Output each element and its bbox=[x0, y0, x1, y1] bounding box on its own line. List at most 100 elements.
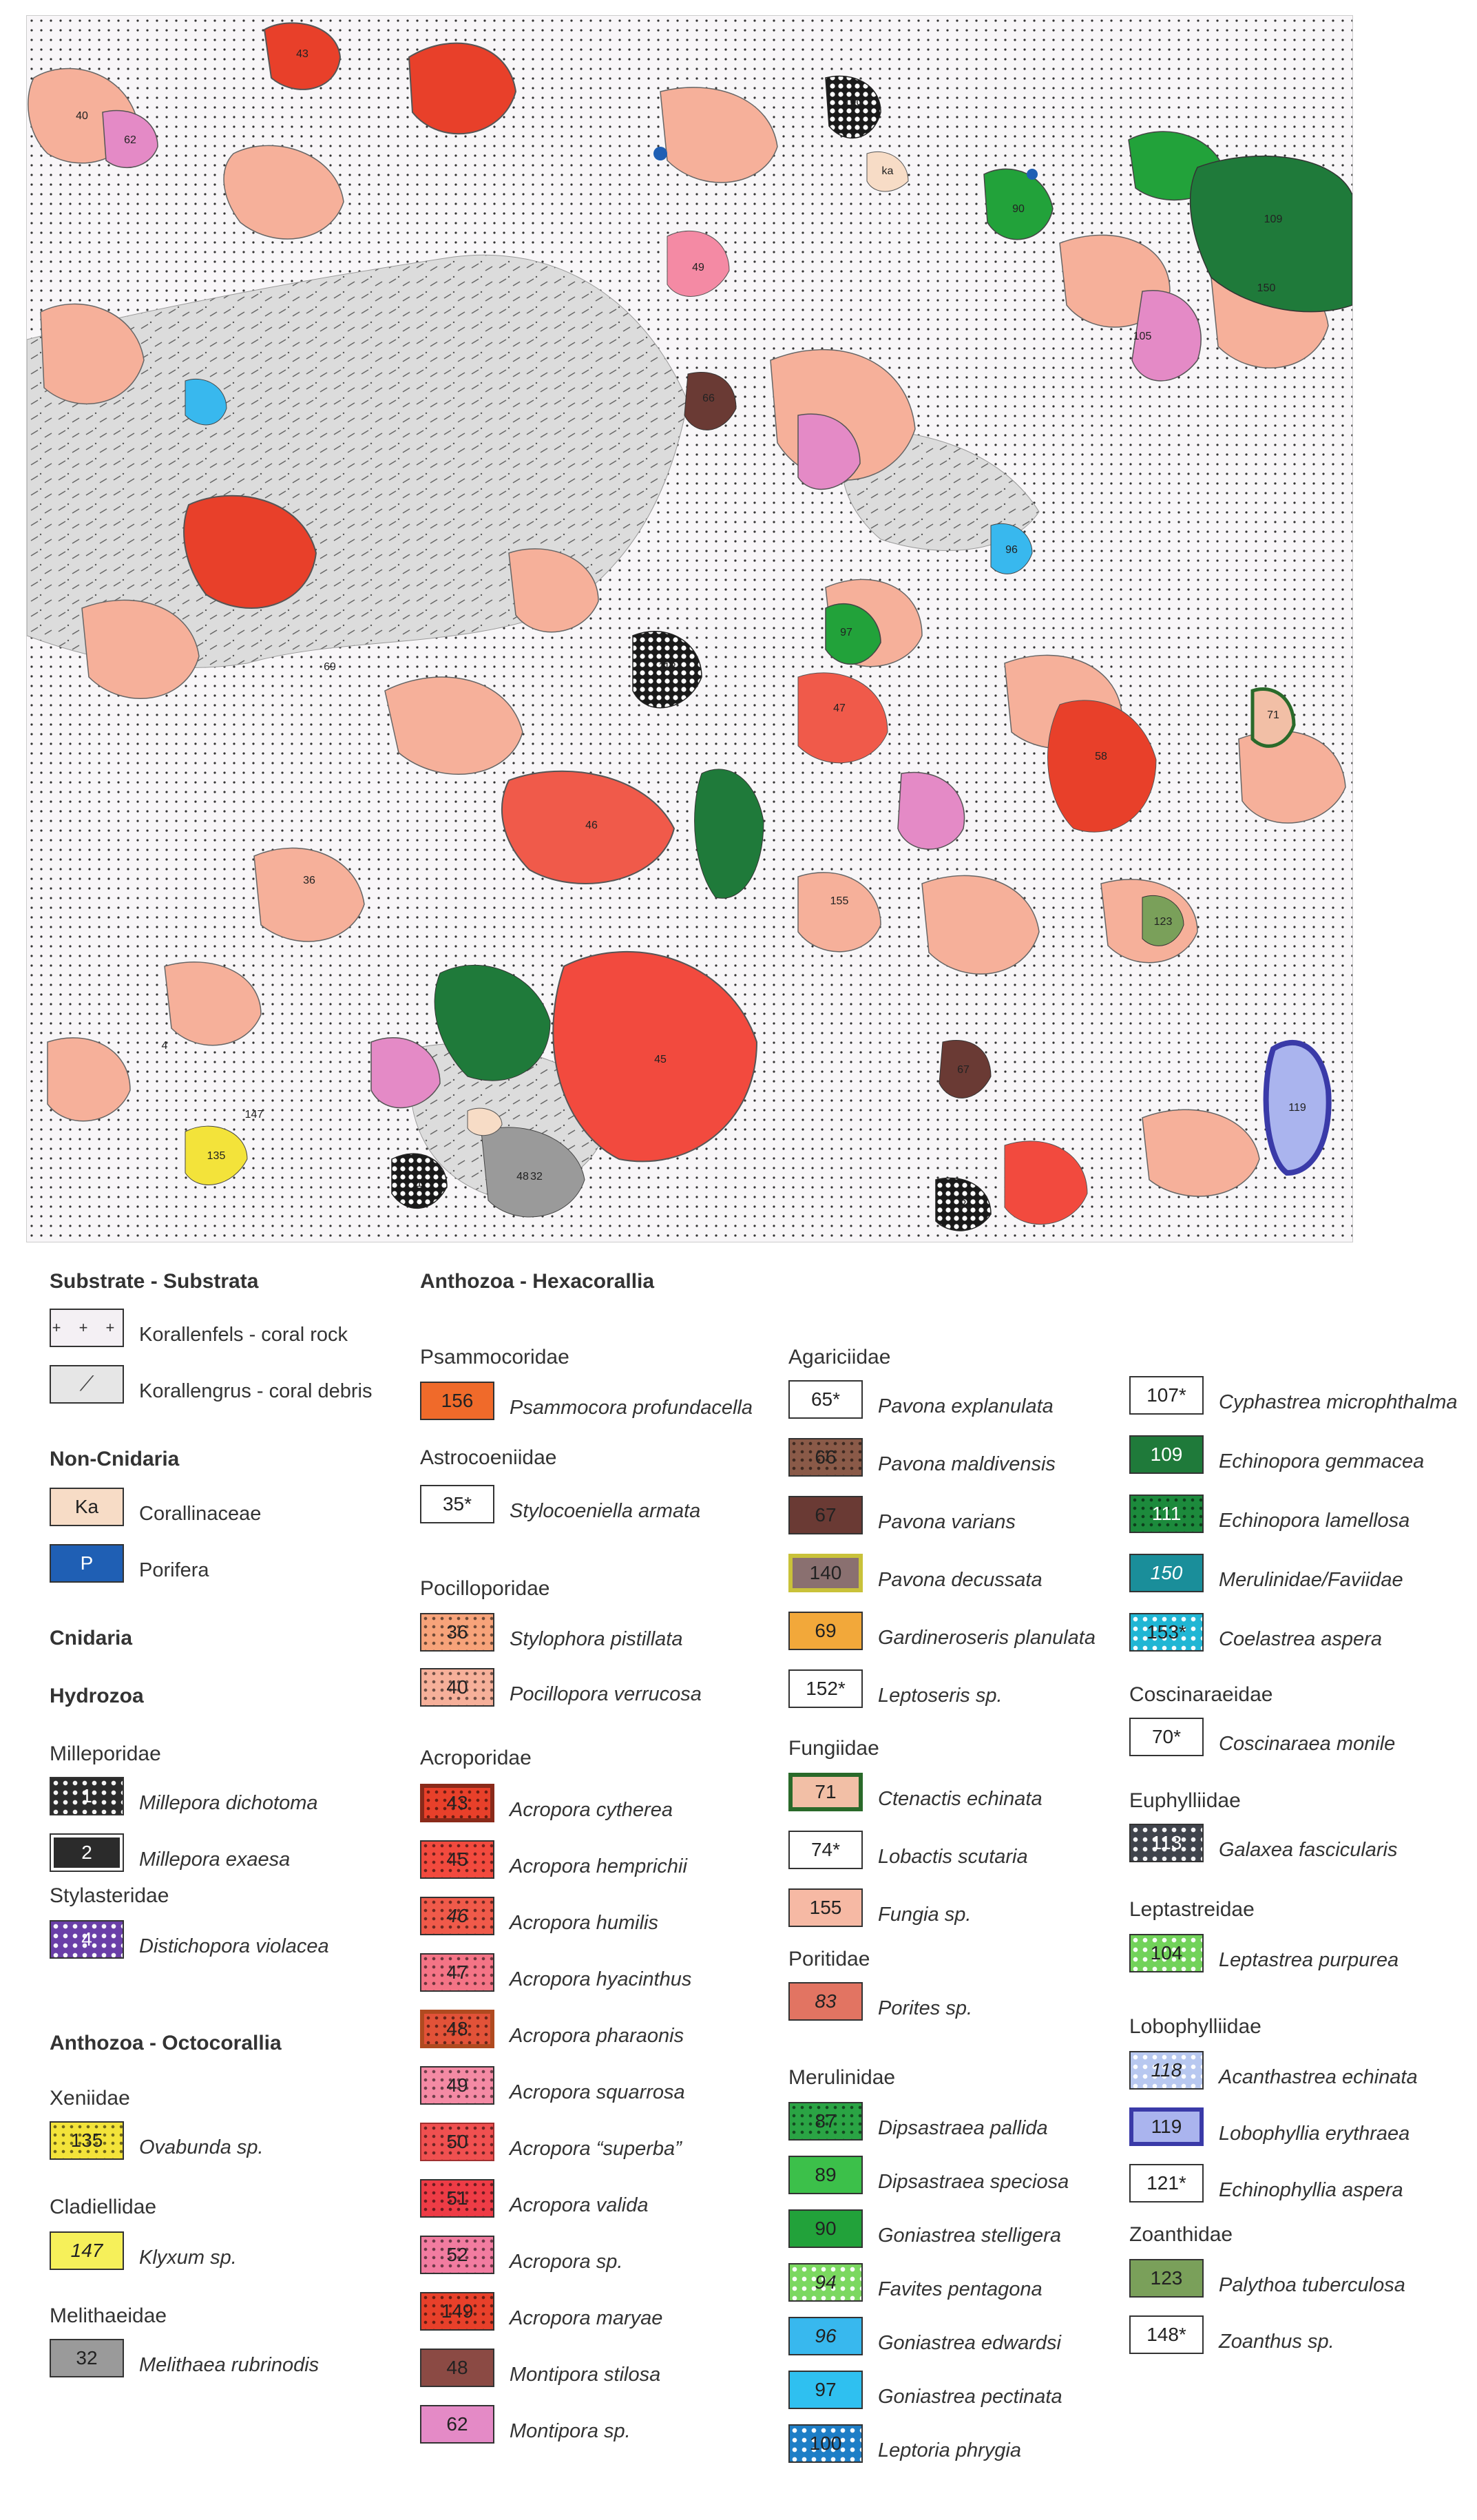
cnidaria-title: Cnidaria bbox=[50, 1627, 133, 1649]
family-label: Acroporidae bbox=[420, 1747, 532, 1769]
legend-swatch: P bbox=[50, 1544, 124, 1583]
family-label: Xeniidae bbox=[50, 2087, 130, 2110]
legend-label: Fungia sp. bbox=[878, 1904, 972, 1926]
family-label: Pocilloporidae bbox=[420, 1577, 550, 1600]
family-label: Astrocoeniidae bbox=[420, 1446, 557, 1469]
map-label: 147 bbox=[245, 1109, 264, 1121]
legend-label: Millepora dichotoma bbox=[139, 1792, 318, 1814]
noncnidaria-title: Non-Cnidaria bbox=[50, 1448, 180, 1470]
map-label: 109 bbox=[1264, 214, 1283, 225]
map-label: 45 bbox=[654, 1054, 667, 1065]
map-label: 49 bbox=[692, 262, 704, 273]
legend-label: Ctenactis echinata bbox=[878, 1788, 1043, 1810]
legend-label: Coelastrea aspera bbox=[1219, 1628, 1382, 1650]
legend-swatch: 69 bbox=[788, 1612, 863, 1650]
legend-swatch: 46 bbox=[420, 1897, 494, 1935]
legend-label: Millepora exaesa bbox=[139, 1849, 291, 1871]
legend-swatch: 104 bbox=[1129, 1934, 1204, 1972]
legend-swatch: 36 bbox=[420, 1613, 494, 1652]
legend-swatch: 149 bbox=[420, 2292, 494, 2331]
legend-swatch: 70* bbox=[1129, 1718, 1204, 1756]
map-label: 36 bbox=[303, 875, 315, 886]
map-label: 155 bbox=[830, 895, 849, 907]
legend-label: Dipsastraea pallida bbox=[878, 2117, 1048, 2139]
legend-swatch: 32 bbox=[50, 2339, 124, 2377]
legend-label: Acropora valida bbox=[510, 2194, 649, 2216]
legend-label: Pavona maldivensis bbox=[878, 1453, 1056, 1475]
legend-label: Goniastrea stelligera bbox=[878, 2225, 1061, 2247]
map-label: 1 bbox=[417, 1178, 423, 1189]
legend-label: Acanthastrea echinata bbox=[1219, 2066, 1418, 2088]
legend-label: Klyxum sp. bbox=[139, 2247, 237, 2269]
legend-label: Coscinaraea monile bbox=[1219, 1733, 1396, 1755]
legend-label: Gardineroseris planulata bbox=[878, 1627, 1096, 1649]
legend-label: Echinophyllia aspera bbox=[1219, 2179, 1403, 2201]
map-label: 47 bbox=[833, 702, 846, 714]
legend-label: Stylophora pistillata bbox=[510, 1628, 683, 1650]
legend-swatch: 1 bbox=[50, 1777, 124, 1815]
legend-swatch: 48 bbox=[420, 2010, 494, 2048]
legend-swatch: 35* bbox=[420, 1485, 494, 1523]
legend-label: Acropora squarrosa bbox=[510, 2081, 685, 2103]
legend-label: Lobophyllia erythraea bbox=[1219, 2123, 1410, 2145]
legend-label: Acropora pharaonis bbox=[510, 2025, 684, 2047]
legend-label: Melithaea rubrinodis bbox=[139, 2354, 320, 2376]
map-label: 100 bbox=[844, 96, 863, 108]
hexacorallia-title: Anthozoa - Hexacorallia bbox=[420, 1270, 655, 1293]
legend-swatch: 71 bbox=[788, 1773, 863, 1811]
legend-swatch: 111 bbox=[1129, 1495, 1204, 1533]
legend-swatch: 89 bbox=[788, 2156, 863, 2194]
legend-label: Montipora stilosa bbox=[510, 2364, 661, 2386]
map-label: 46 bbox=[585, 820, 598, 831]
family-label: Agariciidae bbox=[788, 1346, 891, 1368]
hydrozoa-title: Hydrozoa bbox=[50, 1685, 144, 1707]
map-label: 90 bbox=[1012, 203, 1025, 215]
legend-swatch: 150 bbox=[1129, 1554, 1204, 1592]
family-label: Coscinaraeidae bbox=[1129, 1683, 1273, 1706]
legend-label: Korallengrus - coral debris bbox=[139, 1380, 373, 1402]
octocorallia-title: Anthozoa - Octocorallia bbox=[50, 2032, 282, 2054]
map-label: 66 bbox=[702, 393, 715, 404]
legend-label: Pavona varians bbox=[878, 1511, 1016, 1533]
map-label: 67 bbox=[957, 1064, 970, 1076]
legend-swatch: 140 bbox=[788, 1554, 863, 1592]
legend-label: Acropora maryae bbox=[510, 2307, 663, 2329]
legend-swatch: 109 bbox=[1129, 1435, 1204, 1474]
map-label: 4 bbox=[162, 1040, 168, 1052]
legend-swatch: 90 bbox=[788, 2209, 863, 2248]
family-label: Fungiidae bbox=[788, 1737, 879, 1760]
legend-label: Porifera bbox=[139, 1559, 209, 1581]
legend-swatch: 40 bbox=[420, 1668, 494, 1707]
legend-label: Pavona decussata bbox=[878, 1569, 1043, 1591]
legend-label: Leptoseris sp. bbox=[878, 1685, 1003, 1707]
legend-label: Galaxea fascicularis bbox=[1219, 1839, 1398, 1861]
legend-swatch: 47 bbox=[420, 1953, 494, 1992]
legend-label: Acropora hyacinthus bbox=[510, 1968, 692, 1990]
legend-label: Lobactis scutaria bbox=[878, 1846, 1028, 1868]
legend-label: Porites sp. bbox=[878, 1997, 972, 2019]
map-label: 62 bbox=[124, 134, 136, 146]
legend-swatch: 147 bbox=[50, 2231, 124, 2270]
legend-label: Psammocora profundacella bbox=[510, 1397, 753, 1419]
map-label: 123 bbox=[1154, 916, 1173, 928]
map-label: 71 bbox=[1267, 709, 1279, 721]
legend-swatch: 123 bbox=[1129, 2259, 1204, 2298]
map-label: ka bbox=[882, 165, 894, 177]
legend-swatch: 96 bbox=[788, 2317, 863, 2355]
substrate-title: Substrate - Substrata bbox=[50, 1270, 259, 1293]
legend-swatch: 135 bbox=[50, 2121, 124, 2160]
legend-label: Pavona explanulata bbox=[878, 1395, 1054, 1417]
legend-swatch: 52 bbox=[420, 2236, 494, 2274]
map-label: 119 bbox=[1288, 1102, 1306, 1114]
family-label: Cladiellidae bbox=[50, 2196, 157, 2218]
legend-swatch: 156 bbox=[420, 1382, 494, 1420]
legend-label: Pocillopora verrucosa bbox=[510, 1683, 702, 1705]
legend-label: Acropora cytherea bbox=[510, 1799, 673, 1821]
legend-label: Ovabunda sp. bbox=[139, 2136, 264, 2158]
map-label: 135 bbox=[207, 1150, 226, 1162]
legend-label: Favites pentagona bbox=[878, 2278, 1043, 2300]
legend-swatch: 153* bbox=[1129, 1613, 1204, 1652]
legend-label: Acropora humilis bbox=[510, 1912, 658, 1934]
legend-label: Dipsastraea speciosa bbox=[878, 2171, 1069, 2193]
map-legend: Substrate - Substrata + + + Korallenfels… bbox=[0, 1260, 1477, 2500]
